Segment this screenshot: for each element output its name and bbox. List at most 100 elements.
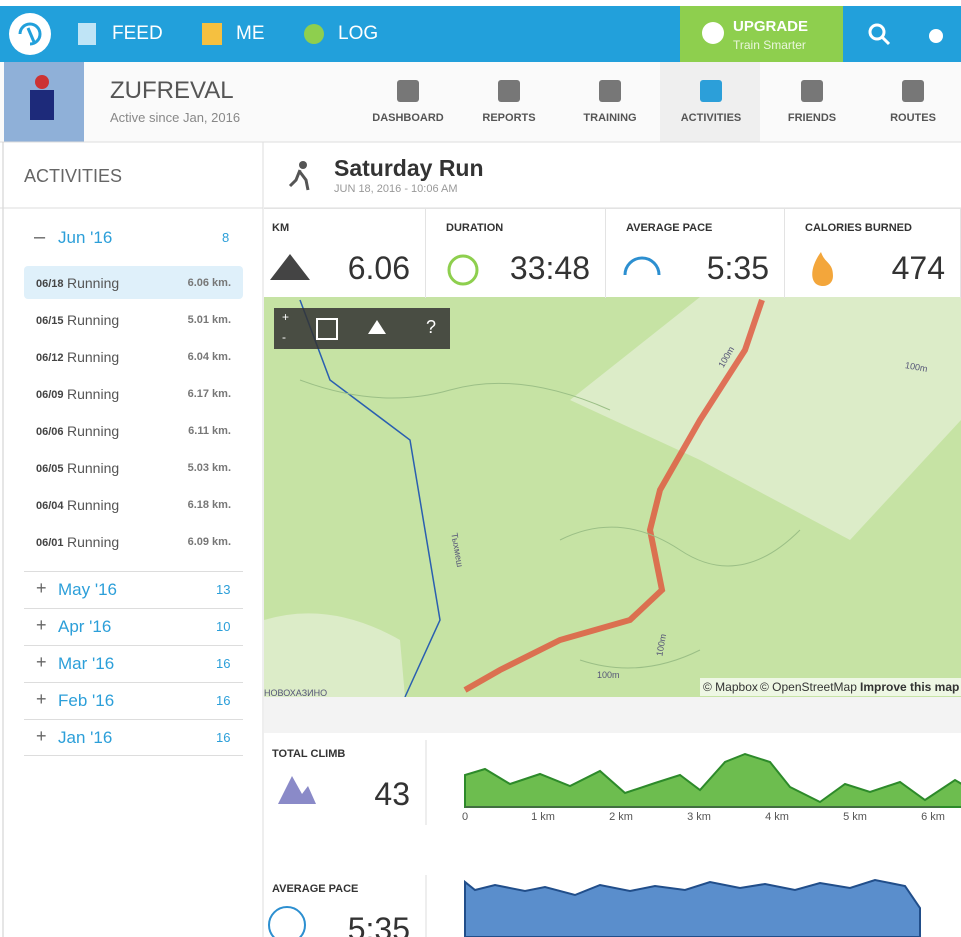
month-label[interactable]: Feb '16 bbox=[58, 691, 115, 710]
stat-label: DURATION bbox=[446, 222, 504, 234]
activity-type[interactable]: Running bbox=[67, 312, 120, 328]
month-count: 16 bbox=[216, 656, 231, 671]
activity-type[interactable]: Running bbox=[67, 275, 120, 291]
activity-date[interactable]: 06/15 bbox=[36, 315, 64, 327]
chart-label: TOTAL CLIMB bbox=[272, 748, 346, 760]
x-tick-label: 4 km bbox=[765, 811, 789, 823]
attribution[interactable]: Improve this map bbox=[860, 680, 960, 694]
month-label[interactable]: May '16 bbox=[58, 580, 117, 599]
activity-type[interactable]: Running bbox=[67, 386, 120, 402]
month-count: 10 bbox=[216, 619, 231, 634]
stat-value: 33:48 bbox=[509, 250, 590, 286]
stat-box bbox=[264, 208, 426, 298]
activity-date: JUN 18, 2016 - 10:06 AM bbox=[334, 183, 458, 195]
map-control[interactable]: ? bbox=[426, 317, 437, 337]
activity-type[interactable]: Running bbox=[67, 534, 120, 550]
activity-distance[interactable]: 5.03 km. bbox=[187, 462, 231, 474]
tab[interactable]: TRAINING bbox=[583, 112, 637, 124]
profile-since: Active since Jan, 2016 bbox=[110, 110, 241, 125]
stat-value: 6.06 bbox=[347, 250, 410, 286]
activity-distance[interactable]: 6.09 km. bbox=[187, 536, 231, 548]
month-toggle[interactable]: + bbox=[36, 578, 47, 598]
activity-type[interactable]: Running bbox=[67, 497, 120, 513]
upgrade[interactable]: UPGRADE bbox=[733, 18, 809, 35]
activity-distance[interactable]: 6.04 km. bbox=[187, 351, 231, 363]
separator bbox=[24, 645, 243, 646]
nav-me[interactable]: ME bbox=[236, 23, 265, 44]
activity-distance[interactable]: 6.17 km. bbox=[187, 388, 231, 400]
x-tick-label: 1 km bbox=[531, 811, 555, 823]
month-toggle[interactable]: + bbox=[36, 615, 47, 635]
map-fullscreen[interactable] bbox=[316, 318, 338, 340]
month-label[interactable]: Apr '16 bbox=[58, 617, 112, 636]
month-toggle[interactable]: + bbox=[36, 726, 47, 746]
map-label: НОВОХАЗИНО bbox=[264, 688, 328, 698]
tab-icon[interactable] bbox=[700, 80, 722, 102]
month-count: 16 bbox=[216, 693, 231, 708]
tab[interactable]: ROUTES bbox=[890, 112, 936, 124]
activity-date[interactable]: 06/05 bbox=[36, 463, 64, 475]
tab-icon[interactable] bbox=[498, 80, 520, 102]
stat-box bbox=[426, 208, 606, 298]
activity-distance[interactable]: 6.06 km. bbox=[187, 277, 231, 289]
activity-date[interactable]: 06/09 bbox=[36, 389, 64, 401]
map-control[interactable]: + bbox=[282, 310, 290, 324]
activity-distance[interactable]: 5.01 km. bbox=[187, 314, 231, 326]
sidebar-title: ACTIVITIES bbox=[24, 166, 123, 186]
activity-title: Saturday Run bbox=[334, 155, 484, 181]
month-count: 13 bbox=[216, 582, 231, 597]
tab-icon[interactable] bbox=[801, 80, 823, 102]
map-attribution-bg bbox=[700, 678, 961, 696]
x-tick-label: 2 km bbox=[609, 811, 633, 823]
map-control[interactable]: - bbox=[282, 330, 286, 344]
activity-date[interactable]: 06/06 bbox=[36, 426, 64, 438]
tab[interactable]: REPORTS bbox=[482, 112, 536, 124]
tab-icon[interactable] bbox=[397, 80, 419, 102]
separator bbox=[24, 571, 243, 572]
tab[interactable]: FRIENDS bbox=[787, 112, 837, 124]
separator bbox=[24, 755, 243, 756]
activity-type[interactable]: Running bbox=[67, 349, 120, 365]
tab[interactable]: ACTIVITIES bbox=[680, 112, 742, 124]
attribution[interactable]: © OpenStreetMap bbox=[760, 680, 857, 694]
separator bbox=[24, 682, 243, 683]
activity-date[interactable]: 06/18 bbox=[36, 278, 64, 290]
attribution[interactable]: © Mapbox bbox=[703, 680, 758, 694]
stat-label: KM bbox=[272, 222, 290, 234]
x-tick-label: 5 km bbox=[843, 811, 867, 823]
month-label[interactable]: Jan '16 bbox=[58, 728, 113, 747]
month-toggle[interactable]: + bbox=[36, 652, 47, 672]
activity-type[interactable]: Running bbox=[67, 423, 120, 439]
separator bbox=[24, 719, 243, 720]
map-terrain[interactable] bbox=[368, 320, 386, 334]
tab-icon[interactable] bbox=[599, 80, 621, 102]
activity-type[interactable]: Running bbox=[67, 460, 120, 476]
month-count: 16 bbox=[216, 730, 231, 745]
nav-feed[interactable]: FEED bbox=[112, 23, 163, 44]
profile-name: ZUFREVAL bbox=[110, 77, 234, 104]
x-tick-label: 3 km bbox=[687, 811, 711, 823]
nav-log[interactable]: LOG bbox=[338, 23, 379, 44]
separator bbox=[24, 608, 243, 609]
tab-icon[interactable] bbox=[902, 80, 924, 102]
activity-distance[interactable]: 6.11 km. bbox=[188, 425, 231, 437]
month-label[interactable]: Jun '16 bbox=[58, 228, 113, 247]
stat-value: 474 bbox=[891, 250, 945, 286]
stat-label: AVERAGE PACE bbox=[626, 222, 713, 234]
activity-distance[interactable]: 6.18 km. bbox=[187, 499, 231, 511]
stat-value: 5:35 bbox=[706, 250, 769, 286]
activity-date[interactable]: 06/04 bbox=[36, 500, 64, 512]
x-tick-label: 6 km bbox=[921, 811, 945, 823]
stat-box bbox=[606, 208, 785, 298]
tab[interactable]: DASHBOARD bbox=[372, 112, 444, 124]
month-toggle[interactable]: + bbox=[36, 689, 47, 709]
month-toggle[interactable]: – bbox=[34, 226, 46, 248]
activity-date[interactable]: 06/01 bbox=[36, 537, 64, 549]
activity-date[interactable]: 06/12 bbox=[36, 352, 64, 364]
chart-label: AVERAGE PACE bbox=[272, 883, 359, 895]
month-label[interactable]: Mar '16 bbox=[58, 654, 115, 673]
chart-value: 5:35 bbox=[347, 911, 410, 937]
upgrade-sub[interactable]: Train Smarter bbox=[733, 38, 806, 52]
